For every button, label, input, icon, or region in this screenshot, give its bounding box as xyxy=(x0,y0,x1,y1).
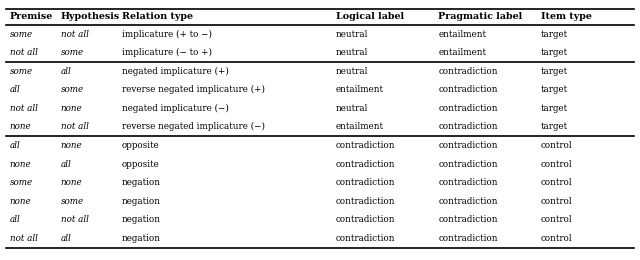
Text: target: target xyxy=(541,30,568,39)
Text: contradiction: contradiction xyxy=(438,85,498,94)
Text: contradiction: contradiction xyxy=(336,215,396,224)
Text: Pragmatic label: Pragmatic label xyxy=(438,12,523,22)
Text: some: some xyxy=(61,48,84,57)
Text: neutral: neutral xyxy=(336,104,369,113)
Text: contradiction: contradiction xyxy=(438,122,498,132)
Text: entailment: entailment xyxy=(336,122,384,132)
Text: contradiction: contradiction xyxy=(336,141,396,150)
Text: opposite: opposite xyxy=(122,141,159,150)
Text: not all: not all xyxy=(10,104,38,113)
Text: some: some xyxy=(10,30,33,39)
Text: target: target xyxy=(541,48,568,57)
Text: some: some xyxy=(10,178,33,187)
Text: neutral: neutral xyxy=(336,67,369,76)
Text: not all: not all xyxy=(61,215,89,224)
Text: control: control xyxy=(541,141,572,150)
Text: contradiction: contradiction xyxy=(336,234,396,243)
Text: negation: negation xyxy=(122,178,161,187)
Text: entailment: entailment xyxy=(336,85,384,94)
Text: contradiction: contradiction xyxy=(336,197,396,206)
Text: Item type: Item type xyxy=(541,12,591,22)
Text: negation: negation xyxy=(122,197,161,206)
Text: all: all xyxy=(61,67,72,76)
Text: all: all xyxy=(61,234,72,243)
Text: target: target xyxy=(541,67,568,76)
Text: all: all xyxy=(61,160,72,168)
Text: contradiction: contradiction xyxy=(438,141,498,150)
Text: Logical label: Logical label xyxy=(336,12,404,22)
Text: none: none xyxy=(10,160,31,168)
Text: negated implicature (−): negated implicature (−) xyxy=(122,104,228,113)
Text: implicature (+ to −): implicature (+ to −) xyxy=(122,30,212,39)
Text: reverse negated implicature (+): reverse negated implicature (+) xyxy=(122,85,264,94)
Text: control: control xyxy=(541,160,572,168)
Text: none: none xyxy=(10,122,31,132)
Text: Relation type: Relation type xyxy=(122,12,193,22)
Text: negated implicature (+): negated implicature (+) xyxy=(122,67,228,76)
Text: opposite: opposite xyxy=(122,160,159,168)
Text: none: none xyxy=(61,178,83,187)
Text: contradiction: contradiction xyxy=(438,178,498,187)
Text: neutral: neutral xyxy=(336,30,369,39)
Text: none: none xyxy=(61,104,83,113)
Text: control: control xyxy=(541,234,572,243)
Text: none: none xyxy=(10,197,31,206)
Text: some: some xyxy=(61,197,84,206)
Text: contradiction: contradiction xyxy=(438,67,498,76)
Text: contradiction: contradiction xyxy=(438,234,498,243)
Text: neutral: neutral xyxy=(336,48,369,57)
Text: control: control xyxy=(541,178,572,187)
Text: implicature (− to +): implicature (− to +) xyxy=(122,48,212,57)
Text: target: target xyxy=(541,85,568,94)
Text: some: some xyxy=(61,85,84,94)
Text: none: none xyxy=(61,141,83,150)
Text: not all: not all xyxy=(10,234,38,243)
Text: target: target xyxy=(541,104,568,113)
Text: all: all xyxy=(10,215,20,224)
Text: not all: not all xyxy=(10,48,38,57)
Text: some: some xyxy=(10,67,33,76)
Text: contradiction: contradiction xyxy=(336,160,396,168)
Text: target: target xyxy=(541,122,568,132)
Text: contradiction: contradiction xyxy=(438,104,498,113)
Text: all: all xyxy=(10,85,20,94)
Text: contradiction: contradiction xyxy=(438,215,498,224)
Text: control: control xyxy=(541,215,572,224)
Text: entailment: entailment xyxy=(438,48,486,57)
Text: contradiction: contradiction xyxy=(438,160,498,168)
Text: negation: negation xyxy=(122,215,161,224)
Text: Hypothesis: Hypothesis xyxy=(61,12,120,22)
Text: not all: not all xyxy=(61,30,89,39)
Text: reverse negated implicature (−): reverse negated implicature (−) xyxy=(122,122,264,132)
Text: entailment: entailment xyxy=(438,30,486,39)
Text: negation: negation xyxy=(122,234,161,243)
Text: Premise: Premise xyxy=(10,12,53,22)
Text: contradiction: contradiction xyxy=(438,197,498,206)
Text: not all: not all xyxy=(61,122,89,132)
Text: control: control xyxy=(541,197,572,206)
Text: all: all xyxy=(10,141,20,150)
Text: contradiction: contradiction xyxy=(336,178,396,187)
